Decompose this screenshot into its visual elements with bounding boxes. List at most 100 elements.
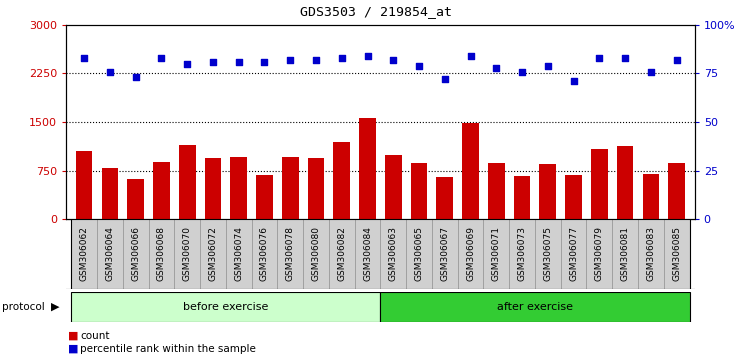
Point xyxy=(361,53,373,59)
Bar xyxy=(226,219,252,289)
Text: GSM306063: GSM306063 xyxy=(389,227,398,281)
Text: GSM306075: GSM306075 xyxy=(543,227,552,281)
Bar xyxy=(354,219,381,289)
Bar xyxy=(612,219,638,289)
Point xyxy=(541,63,553,68)
Text: GSM306071: GSM306071 xyxy=(492,227,501,281)
Text: GSM306069: GSM306069 xyxy=(466,227,475,281)
Text: count: count xyxy=(80,331,110,341)
Text: GSM306084: GSM306084 xyxy=(363,227,372,281)
Text: GSM306065: GSM306065 xyxy=(415,227,424,281)
Bar xyxy=(303,219,329,289)
Text: GSM306067: GSM306067 xyxy=(440,227,449,281)
Bar xyxy=(359,118,376,219)
Point xyxy=(490,65,502,70)
Bar xyxy=(381,219,406,289)
Bar xyxy=(122,219,149,289)
Bar xyxy=(509,219,535,289)
Bar xyxy=(71,292,381,322)
Point xyxy=(181,61,193,67)
Bar xyxy=(385,155,402,219)
Point xyxy=(336,55,348,61)
Bar xyxy=(381,292,689,322)
Text: GSM306083: GSM306083 xyxy=(647,227,656,281)
Text: protocol: protocol xyxy=(2,302,44,312)
Point xyxy=(258,59,270,64)
Point xyxy=(284,57,296,63)
Bar xyxy=(514,176,530,219)
Point xyxy=(130,74,142,80)
Bar xyxy=(97,219,122,289)
Point xyxy=(207,59,219,64)
Text: GSM306072: GSM306072 xyxy=(209,227,218,281)
Bar xyxy=(462,123,479,219)
Text: GDS3503 / 219854_at: GDS3503 / 219854_at xyxy=(300,5,451,18)
Bar xyxy=(668,163,685,219)
Text: GSM306073: GSM306073 xyxy=(517,227,526,281)
Point xyxy=(516,69,528,74)
Bar xyxy=(179,145,195,219)
Bar xyxy=(333,142,350,219)
Text: GSM306068: GSM306068 xyxy=(157,227,166,281)
Bar xyxy=(539,164,556,219)
Text: GSM306085: GSM306085 xyxy=(672,227,681,281)
Text: before exercise: before exercise xyxy=(183,302,269,312)
Point xyxy=(593,55,605,61)
Point xyxy=(155,55,167,61)
Bar xyxy=(484,219,509,289)
Bar xyxy=(638,219,664,289)
Bar xyxy=(457,219,484,289)
Bar xyxy=(127,179,144,219)
Bar xyxy=(101,168,118,219)
Point xyxy=(413,63,425,68)
Bar xyxy=(231,156,247,219)
Point xyxy=(465,53,477,59)
Bar xyxy=(256,175,273,219)
Bar xyxy=(566,175,582,219)
Text: GSM306076: GSM306076 xyxy=(260,227,269,281)
Point xyxy=(233,59,245,64)
Bar xyxy=(308,158,324,219)
Bar xyxy=(591,149,608,219)
Bar xyxy=(204,158,222,219)
Point xyxy=(78,55,90,61)
Point xyxy=(104,69,116,74)
Text: GSM306077: GSM306077 xyxy=(569,227,578,281)
Bar xyxy=(535,219,561,289)
Point xyxy=(439,76,451,82)
Bar xyxy=(282,157,299,219)
Text: GSM306078: GSM306078 xyxy=(285,227,294,281)
Bar xyxy=(71,219,97,289)
Text: GSM306080: GSM306080 xyxy=(312,227,321,281)
Bar xyxy=(561,219,587,289)
Text: GSM306066: GSM306066 xyxy=(131,227,140,281)
Text: GSM306074: GSM306074 xyxy=(234,227,243,281)
Bar xyxy=(617,146,634,219)
Text: percentile rank within the sample: percentile rank within the sample xyxy=(80,344,256,354)
Bar xyxy=(643,174,659,219)
Text: ■: ■ xyxy=(68,331,78,341)
Bar xyxy=(432,219,457,289)
Text: after exercise: after exercise xyxy=(497,302,573,312)
Bar xyxy=(436,177,453,219)
Bar xyxy=(664,219,689,289)
Bar xyxy=(411,163,427,219)
Text: ▶: ▶ xyxy=(51,302,59,312)
Text: GSM306079: GSM306079 xyxy=(595,227,604,281)
Bar xyxy=(587,219,612,289)
Bar xyxy=(252,219,277,289)
Point xyxy=(568,78,580,84)
Bar xyxy=(153,162,170,219)
Text: GSM306064: GSM306064 xyxy=(105,227,114,281)
Bar xyxy=(329,219,354,289)
Bar xyxy=(76,152,92,219)
Bar xyxy=(200,219,226,289)
Bar xyxy=(149,219,174,289)
Point xyxy=(671,57,683,63)
Bar xyxy=(406,219,432,289)
Text: GSM306070: GSM306070 xyxy=(182,227,192,281)
Bar xyxy=(488,163,505,219)
Point xyxy=(619,55,631,61)
Point xyxy=(310,57,322,63)
Bar xyxy=(277,219,303,289)
